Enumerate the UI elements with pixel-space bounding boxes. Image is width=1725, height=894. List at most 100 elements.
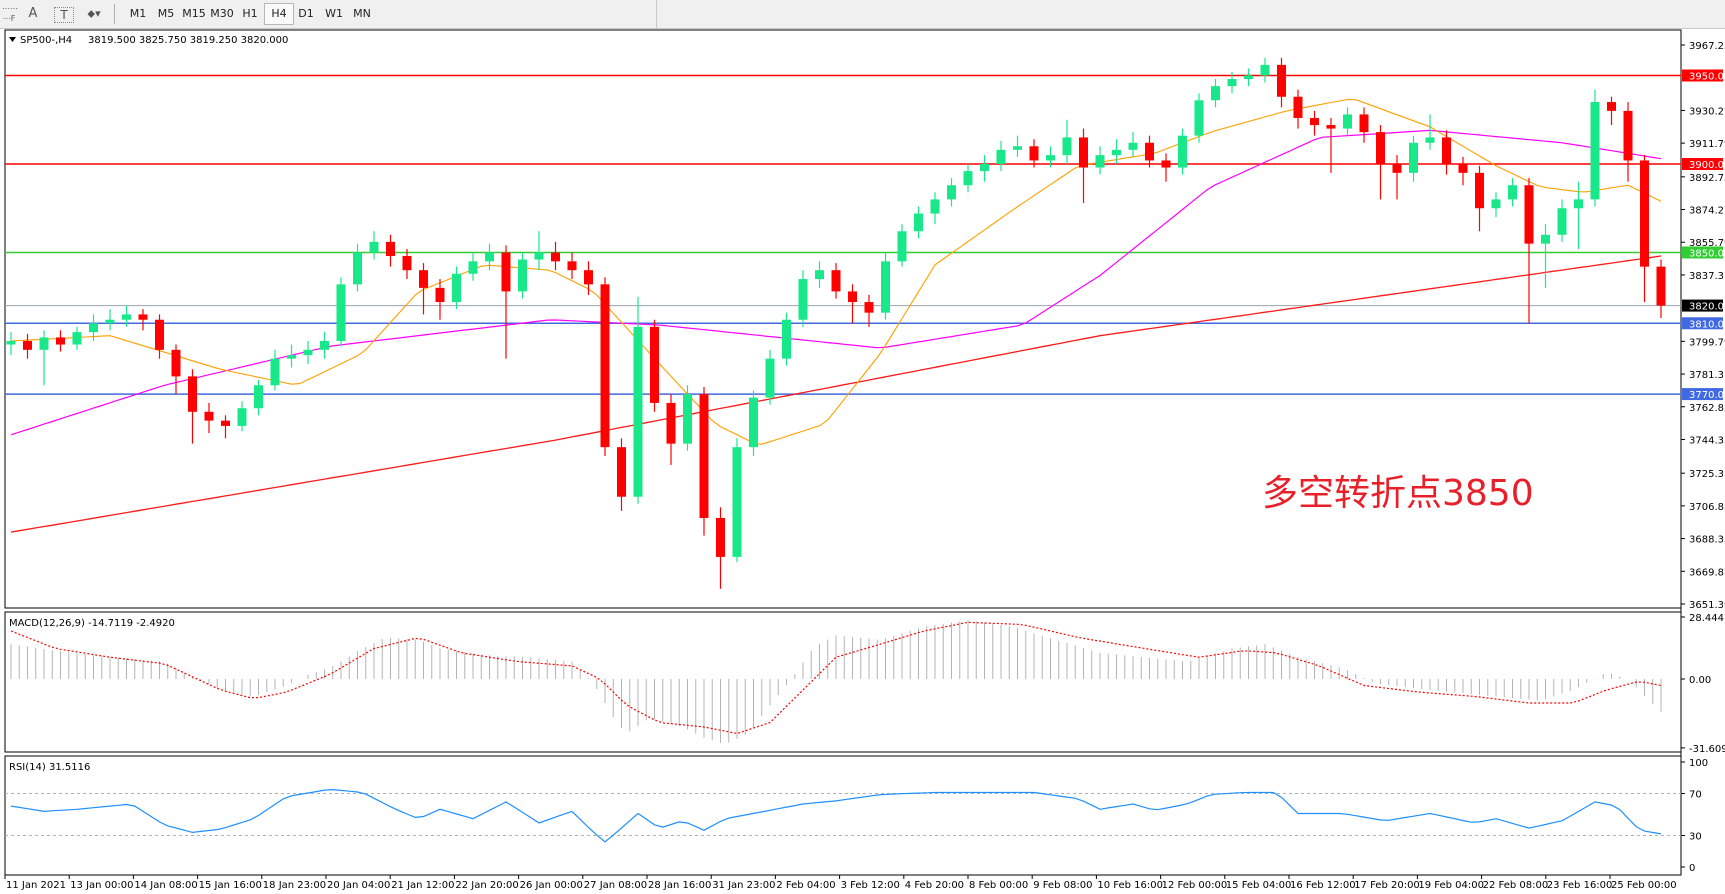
candle-body xyxy=(864,302,874,313)
candle xyxy=(1211,79,1220,108)
timeframe-m5[interactable]: M5 xyxy=(157,7,175,20)
candle-body xyxy=(617,447,626,497)
candle-body xyxy=(1046,155,1055,161)
candle xyxy=(204,402,214,434)
candle-body xyxy=(1227,79,1237,87)
candle xyxy=(1656,259,1666,318)
candle-body xyxy=(600,284,610,448)
candle xyxy=(1442,130,1451,175)
candle xyxy=(699,386,709,536)
shapes-dropdown-icon[interactable]: ⬥▾ xyxy=(87,7,101,20)
time-tick-label: 18 Jan 23:00 xyxy=(263,880,326,891)
macd-axis-label: 28.4447 xyxy=(1689,613,1725,624)
candle xyxy=(1326,117,1336,173)
candle xyxy=(435,279,445,320)
candle xyxy=(155,314,164,359)
collapse-triangle-icon xyxy=(9,37,16,42)
candle xyxy=(1590,89,1600,207)
candle xyxy=(716,507,725,589)
time-tick-label: 27 Jan 08:00 xyxy=(584,880,647,891)
timeframe-h4[interactable]: H4 xyxy=(264,3,294,25)
candle-body xyxy=(402,256,412,271)
timeframe-m1[interactable]: M1 xyxy=(129,7,147,20)
candle-body xyxy=(1062,137,1072,156)
candle-body xyxy=(1211,86,1220,101)
time-tick-label: 23 Feb 16:00 xyxy=(1547,880,1613,891)
candle-body xyxy=(666,402,676,444)
timeframe-mn[interactable]: MN xyxy=(353,7,371,20)
candle-body xyxy=(765,358,775,398)
time-tick-label: 3 Feb 12:00 xyxy=(841,880,900,891)
candle-body xyxy=(1013,146,1022,150)
candle xyxy=(798,270,808,327)
candle-body xyxy=(155,319,164,350)
candle-body xyxy=(1029,146,1039,161)
timeframe-d1[interactable]: D1 xyxy=(298,7,314,20)
candle xyxy=(171,344,181,395)
timeframe-w1[interactable]: W1 xyxy=(325,7,343,20)
candle xyxy=(996,140,1006,172)
level-label-3900: 3900.000 xyxy=(1689,160,1725,171)
candle xyxy=(914,206,923,239)
time-tick-label: 20 Jan 04:00 xyxy=(327,880,390,891)
candle xyxy=(1458,156,1468,186)
candle-body xyxy=(782,319,791,359)
price-axis: 3967.230 3930.270 3911.790 3892.750 3874.270… xyxy=(1681,41,1725,611)
timeframe-m30[interactable]: M30 xyxy=(210,7,234,20)
candle xyxy=(468,252,478,281)
macd-label: MACD(12,26,9) -14.7119 -2.4920 xyxy=(9,618,175,629)
candle xyxy=(188,369,197,444)
candle-body xyxy=(270,358,280,386)
candle xyxy=(831,263,841,299)
timeframe-h1[interactable]: H1 xyxy=(242,7,258,20)
candle xyxy=(1112,139,1121,164)
candle xyxy=(419,263,428,315)
candle xyxy=(980,155,989,182)
timeframe-m15[interactable]: M15 xyxy=(182,7,206,20)
candle-body xyxy=(435,287,445,303)
level-label-bg-3770 xyxy=(1682,388,1723,401)
level-label-3810: 3810.000 xyxy=(1689,319,1725,330)
time-tick-label: 11 Jan 2021 xyxy=(6,880,66,891)
grid-icon[interactable]: ⋯⋯ ⋯F xyxy=(2,4,18,23)
candle xyxy=(89,314,98,341)
text-label-icon[interactable]: T xyxy=(54,7,74,23)
moving-averages xyxy=(10,98,1662,533)
candle xyxy=(1475,165,1484,232)
candle-body xyxy=(1557,208,1567,235)
candle xyxy=(1541,224,1550,288)
time-tick-label: 12 Feb 00:00 xyxy=(1162,880,1228,891)
candle-body xyxy=(1161,160,1171,168)
candle xyxy=(930,192,940,225)
price-tick-label: 3911.790 xyxy=(1689,139,1725,150)
ma-mid-line xyxy=(10,129,1662,436)
candle-body xyxy=(336,284,346,341)
candle xyxy=(1277,57,1286,108)
candle-body xyxy=(963,171,973,186)
candle xyxy=(1194,93,1204,143)
candle-body xyxy=(419,270,428,288)
candle-body xyxy=(815,270,824,280)
candle-body xyxy=(72,332,82,345)
candle xyxy=(287,344,296,368)
candle-body xyxy=(897,231,907,262)
candle-body xyxy=(1145,142,1154,161)
time-tick-label: 10 Feb 16:00 xyxy=(1097,880,1163,891)
candle-body xyxy=(204,411,214,421)
price-tick-label: 3706.830 xyxy=(1689,502,1725,513)
candle-body xyxy=(369,241,379,253)
candle-body xyxy=(1343,114,1352,129)
candle xyxy=(369,231,379,260)
candle-body xyxy=(551,252,560,262)
text-icon[interactable]: A xyxy=(28,6,38,21)
candle xyxy=(1178,128,1187,175)
candle xyxy=(617,438,626,511)
candle xyxy=(782,312,791,366)
candle-body xyxy=(353,252,362,285)
candle xyxy=(1128,132,1138,157)
candle xyxy=(1623,102,1633,182)
candle-body xyxy=(89,323,98,333)
candle xyxy=(600,277,610,457)
rsi-label: RSI(14) 31.5116 xyxy=(9,762,90,773)
